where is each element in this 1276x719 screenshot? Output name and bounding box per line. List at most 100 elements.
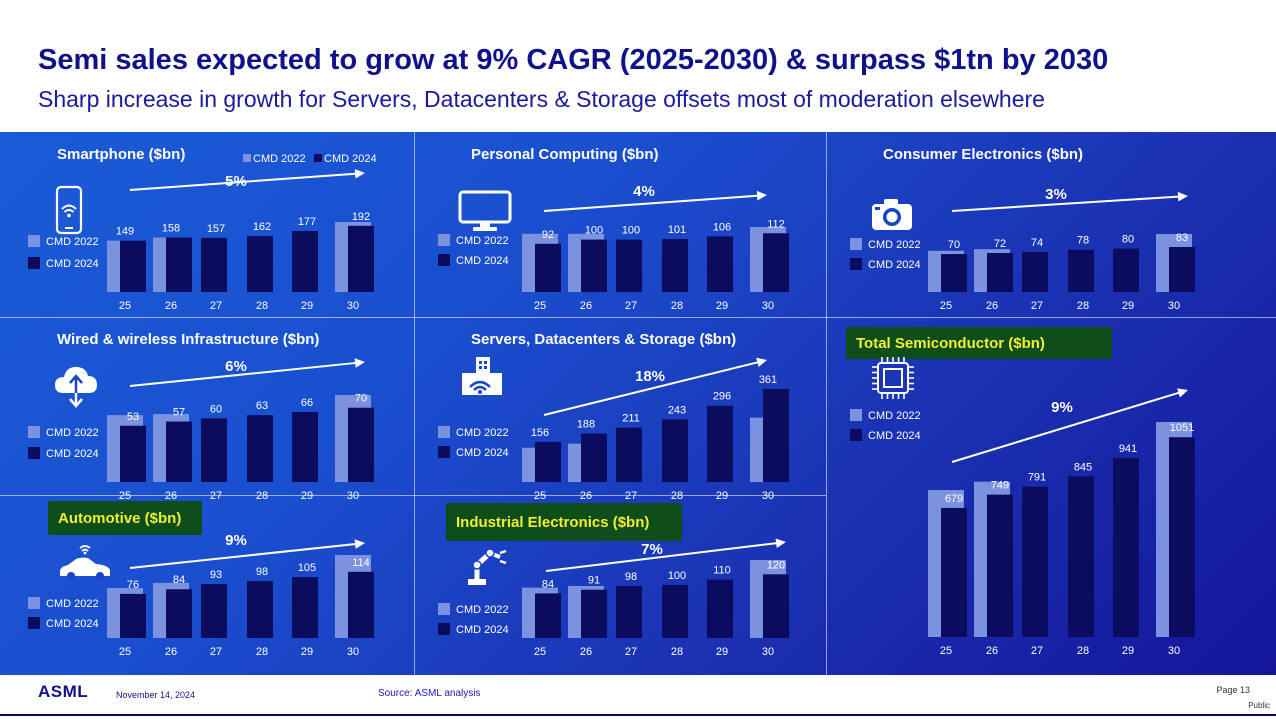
bar-cmd2024 [120, 240, 146, 292]
x-tick-label: 26 [580, 490, 592, 502]
data-label: 74 [1031, 237, 1043, 249]
growth-arrow [129, 172, 358, 191]
x-tick-label: 28 [671, 646, 683, 658]
bar-cmd2024 [201, 418, 227, 482]
legend-swatch-cmd2024 [314, 154, 322, 162]
x-tick-label: 29 [716, 646, 728, 658]
bar-cmd2024 [987, 252, 1013, 292]
bar-cmd2024 [247, 581, 273, 638]
x-tick-label: 27 [625, 490, 637, 502]
bar-cmd2024 [535, 243, 561, 292]
data-label: 845 [1074, 461, 1092, 473]
chart-wired-wireless-infrastructure: Wired & wireless Infrastructure ($bn) CMD… [0, 317, 414, 502]
monitor-icon [458, 190, 512, 231]
growth-arrow [951, 195, 1181, 212]
divider [414, 132, 415, 675]
data-label: 76 [127, 579, 139, 591]
bar-cmd2024 [247, 236, 273, 292]
x-tick-label: 28 [256, 646, 268, 658]
x-tick-label: 30 [1168, 300, 1180, 312]
bar-cmd2024 [1169, 437, 1195, 637]
x-tick-label: 26 [165, 646, 177, 658]
data-label: 158 [162, 223, 180, 235]
cagr-label: 5% [225, 173, 247, 190]
bar-cmd2024 [1068, 249, 1094, 292]
bar-cmd2024 [581, 433, 607, 482]
legend-swatch-cmd2022 [243, 154, 251, 162]
chart-total-semiconductor: Total Semiconductor ($bn) CMD 2022 CMD 202… [826, 317, 1276, 675]
x-tick-label: 29 [301, 300, 313, 312]
data-label: 70 [948, 239, 960, 251]
legend-label-cmd2022: CMD 2022 [46, 427, 99, 439]
legend-swatch-cmd2024 [28, 257, 40, 269]
footer-date: November 14, 2024 [116, 690, 196, 700]
legend-label-cmd2022: CMD 2022 [868, 239, 921, 251]
title-highlight [446, 503, 682, 541]
chart-industrial-electronics: Industrial Electronics ($bn) CMD 2022 CMD … [414, 495, 826, 675]
x-tick-label: 25 [119, 490, 131, 502]
bar-cmd2024 [1068, 476, 1094, 637]
data-label: 70 [355, 393, 367, 405]
x-tick-label: 26 [986, 645, 998, 657]
bar-cmd2024 [201, 584, 227, 638]
chart-svg: Automotive ($bn) CMD 2022 CMD 2024 76 25 84 26… [28, 501, 374, 658]
data-label: 296 [713, 391, 731, 403]
x-tick-label: 30 [347, 300, 359, 312]
bar-cmd2024 [120, 593, 146, 638]
page-subtitle: Sharp increase in growth for Servers, Da… [38, 86, 1045, 112]
data-label: 177 [298, 216, 316, 228]
growth-arrowhead [756, 190, 767, 201]
bar-cmd2024 [348, 407, 374, 482]
bar-cmd2024 [763, 574, 789, 638]
bar-cmd2024 [1169, 247, 1195, 292]
chart-svg: Personal Computing ($bn) CMD 2022 CMD 2024… [438, 146, 789, 312]
chart-personal-computing: Personal Computing ($bn) CMD 2022 CMD 2024… [414, 132, 826, 317]
x-tick-label: 28 [671, 300, 683, 312]
x-tick-label: 27 [210, 300, 222, 312]
data-label: 361 [759, 374, 777, 386]
growth-arrowhead [354, 168, 365, 179]
growth-arrow [129, 542, 358, 569]
chip-icon [872, 357, 914, 399]
data-label: 211 [622, 413, 640, 425]
chart-consumer-electronics: Consumer Electronics ($bn) CMD 2022 CMD 20… [826, 132, 1276, 317]
data-label: 120 [767, 559, 785, 571]
divider [0, 495, 826, 496]
data-label: 84 [173, 574, 185, 586]
legend-swatch-cmd2024 [850, 258, 862, 270]
chart-title: Servers, Datacenters & Storage ($bn) [471, 331, 736, 348]
data-label: 156 [531, 427, 549, 439]
cagr-label: 9% [225, 532, 247, 549]
title-highlight [846, 327, 1112, 359]
legend-swatch-cmd2022 [850, 238, 862, 250]
x-tick-label: 26 [580, 300, 592, 312]
bar-cmd2024 [616, 239, 642, 292]
bar-cmd2024 [616, 586, 642, 638]
chart-title: Consumer Electronics ($bn) [883, 146, 1083, 163]
legend-swatch-cmd2022 [850, 409, 862, 421]
chart-svg: Wired & wireless Infrastructure ($bn) CMD… [28, 331, 374, 502]
x-tick-label: 27 [1031, 645, 1043, 657]
x-tick-label: 30 [762, 300, 774, 312]
legend-swatch-cmd2024 [438, 623, 450, 635]
bar-cmd2024 [1022, 486, 1048, 637]
x-tick-label: 25 [940, 645, 952, 657]
x-tick-label: 27 [1031, 300, 1043, 312]
growth-arrow [545, 541, 779, 572]
bar-cmd2024 [763, 233, 789, 292]
bar-cmd2024 [581, 239, 607, 292]
bar-cmd2024 [707, 579, 733, 638]
growth-arrow [543, 194, 760, 212]
data-label: 98 [256, 566, 268, 578]
growth-arrowhead [1177, 388, 1188, 398]
chart-title: Automotive ($bn) [58, 510, 181, 527]
growth-arrowhead [354, 539, 365, 549]
bar-cmd2024 [535, 593, 561, 638]
x-tick-label: 26 [165, 300, 177, 312]
x-tick-label: 28 [1077, 300, 1089, 312]
x-tick-label: 29 [1122, 300, 1134, 312]
chart-title: Total Semiconductor ($bn) [856, 335, 1045, 352]
cagr-label: 6% [225, 358, 247, 375]
page-number: Page 13 [1216, 685, 1250, 695]
cagr-label: 3% [1045, 186, 1067, 203]
